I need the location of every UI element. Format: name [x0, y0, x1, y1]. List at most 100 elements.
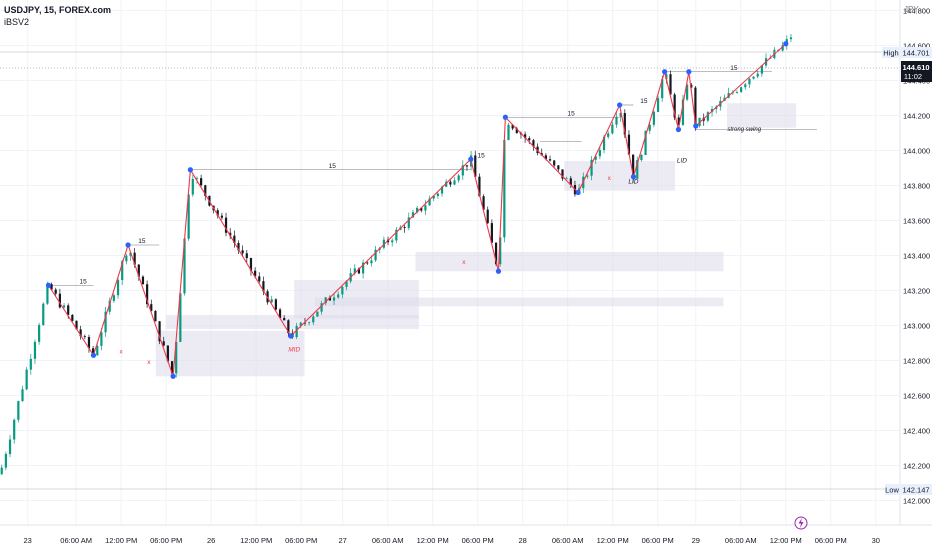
x-tick-label: 30: [872, 536, 880, 545]
candle-body: [54, 289, 57, 294]
candle-body: [316, 311, 319, 317]
x-tick-label: 06:00 AM: [725, 536, 757, 545]
y-tick-label: 144.000: [903, 147, 930, 156]
candle-body: [627, 134, 631, 155]
candle-body: [58, 293, 61, 308]
candle-body: [38, 324, 41, 342]
candle-body: [42, 303, 45, 325]
candle-body: [374, 249, 377, 261]
x-tick-label: 06:00 AM: [552, 536, 584, 545]
x-tick-label: 29: [692, 536, 700, 545]
candle-body: [8, 439, 12, 454]
candle-body: [241, 250, 244, 254]
structure-label: 15: [730, 65, 738, 72]
x-tick-label: 12:00 PM: [240, 536, 272, 545]
pivot-point: [575, 189, 581, 196]
candle-body: [29, 358, 32, 370]
candle-body: [461, 165, 464, 176]
candle-body: [283, 317, 286, 321]
candle-body: [175, 341, 178, 374]
candle-body: [150, 304, 153, 311]
lightning-icon[interactable]: [794, 516, 808, 530]
candle-body: [756, 73, 759, 77]
candle-body: [648, 124, 651, 131]
structure-label: LID: [628, 179, 638, 186]
candle-body: [328, 297, 331, 301]
y-tick-label: 142.800: [903, 357, 930, 366]
candle-body: [486, 209, 489, 224]
candle-body: [229, 232, 232, 236]
structure-label: 15: [640, 98, 648, 105]
candle-body: [553, 160, 556, 166]
candle-body: [121, 261, 124, 280]
candle-body: [141, 276, 145, 285]
candle-body: [200, 178, 203, 186]
x-tick-label: 12:00 PM: [770, 536, 802, 545]
candle-body: [544, 155, 547, 160]
structure-label: 15: [79, 278, 87, 285]
symbol-title[interactable]: USDJPY, 15, FOREX.com: [4, 5, 112, 15]
x-tick-label: 12:00 PM: [597, 536, 629, 545]
pivot-point: [45, 282, 52, 288]
candle-body: [744, 84, 747, 88]
candle-body: [391, 240, 394, 243]
candle-body: [62, 305, 66, 308]
structure-label: 15: [568, 110, 576, 117]
candle-body: [33, 341, 37, 359]
candle-body: [345, 281, 348, 287]
candle-body: [760, 65, 763, 74]
liquidity-zone: [155, 330, 305, 377]
x-tick-label: 06:00 PM: [462, 536, 494, 545]
candle-body: [204, 185, 207, 196]
candle-body: [191, 178, 194, 195]
candle-body: [324, 297, 327, 304]
liquidity-zone: [415, 252, 724, 272]
candle-body: [453, 180, 456, 185]
candle-body: [403, 227, 406, 228]
pivot-point: [468, 156, 474, 162]
candle-body: [465, 165, 469, 167]
candle-body: [690, 84, 693, 88]
y-tick-label: 143.400: [903, 252, 930, 261]
low-tag-bg: [885, 484, 900, 495]
low-value-bg: [901, 484, 932, 495]
candle-body: [312, 316, 315, 323]
candle-body: [262, 281, 265, 292]
candle-body: [445, 181, 448, 187]
candle-body: [428, 198, 431, 206]
indicator-name[interactable]: iBSV2: [4, 17, 30, 27]
candle-body: [129, 252, 132, 256]
candle-body: [25, 369, 28, 390]
y-tick-label: 142.600: [903, 392, 930, 401]
candle-body: [748, 78, 751, 85]
candle-body: [548, 159, 552, 161]
candle-body: [677, 117, 680, 125]
pivot-point: [783, 41, 789, 47]
candle-body: [146, 284, 149, 305]
candle-body: [320, 303, 323, 312]
candle-body: [237, 242, 240, 251]
candle-body: [158, 321, 161, 342]
currency-label: JPY: [904, 5, 919, 14]
candle-body: [382, 239, 385, 248]
candle-body: [224, 217, 228, 233]
candle-body: [652, 111, 655, 125]
candle-body: [83, 336, 86, 338]
structure-label: 15: [138, 238, 146, 245]
candle-body: [482, 196, 485, 210]
candle-body: [254, 270, 257, 277]
candle-body: [515, 128, 518, 134]
candle-body: [295, 325, 298, 338]
candle-body: [274, 299, 277, 310]
candle-body: [154, 310, 157, 322]
liquidity-zones: [155, 103, 797, 377]
time-axis[interactable]: 23 06:00 AM 12:00 PM 06:00 PM 26 12:00 PM 06:0…: [24, 536, 880, 545]
candle-body: [781, 45, 784, 51]
candle-body: [740, 87, 743, 93]
candle-body: [0, 467, 3, 475]
candle-body: [308, 322, 311, 324]
candle-body: [183, 238, 186, 294]
candle-body: [258, 276, 261, 282]
y-tick-label: 143.600: [903, 217, 930, 226]
